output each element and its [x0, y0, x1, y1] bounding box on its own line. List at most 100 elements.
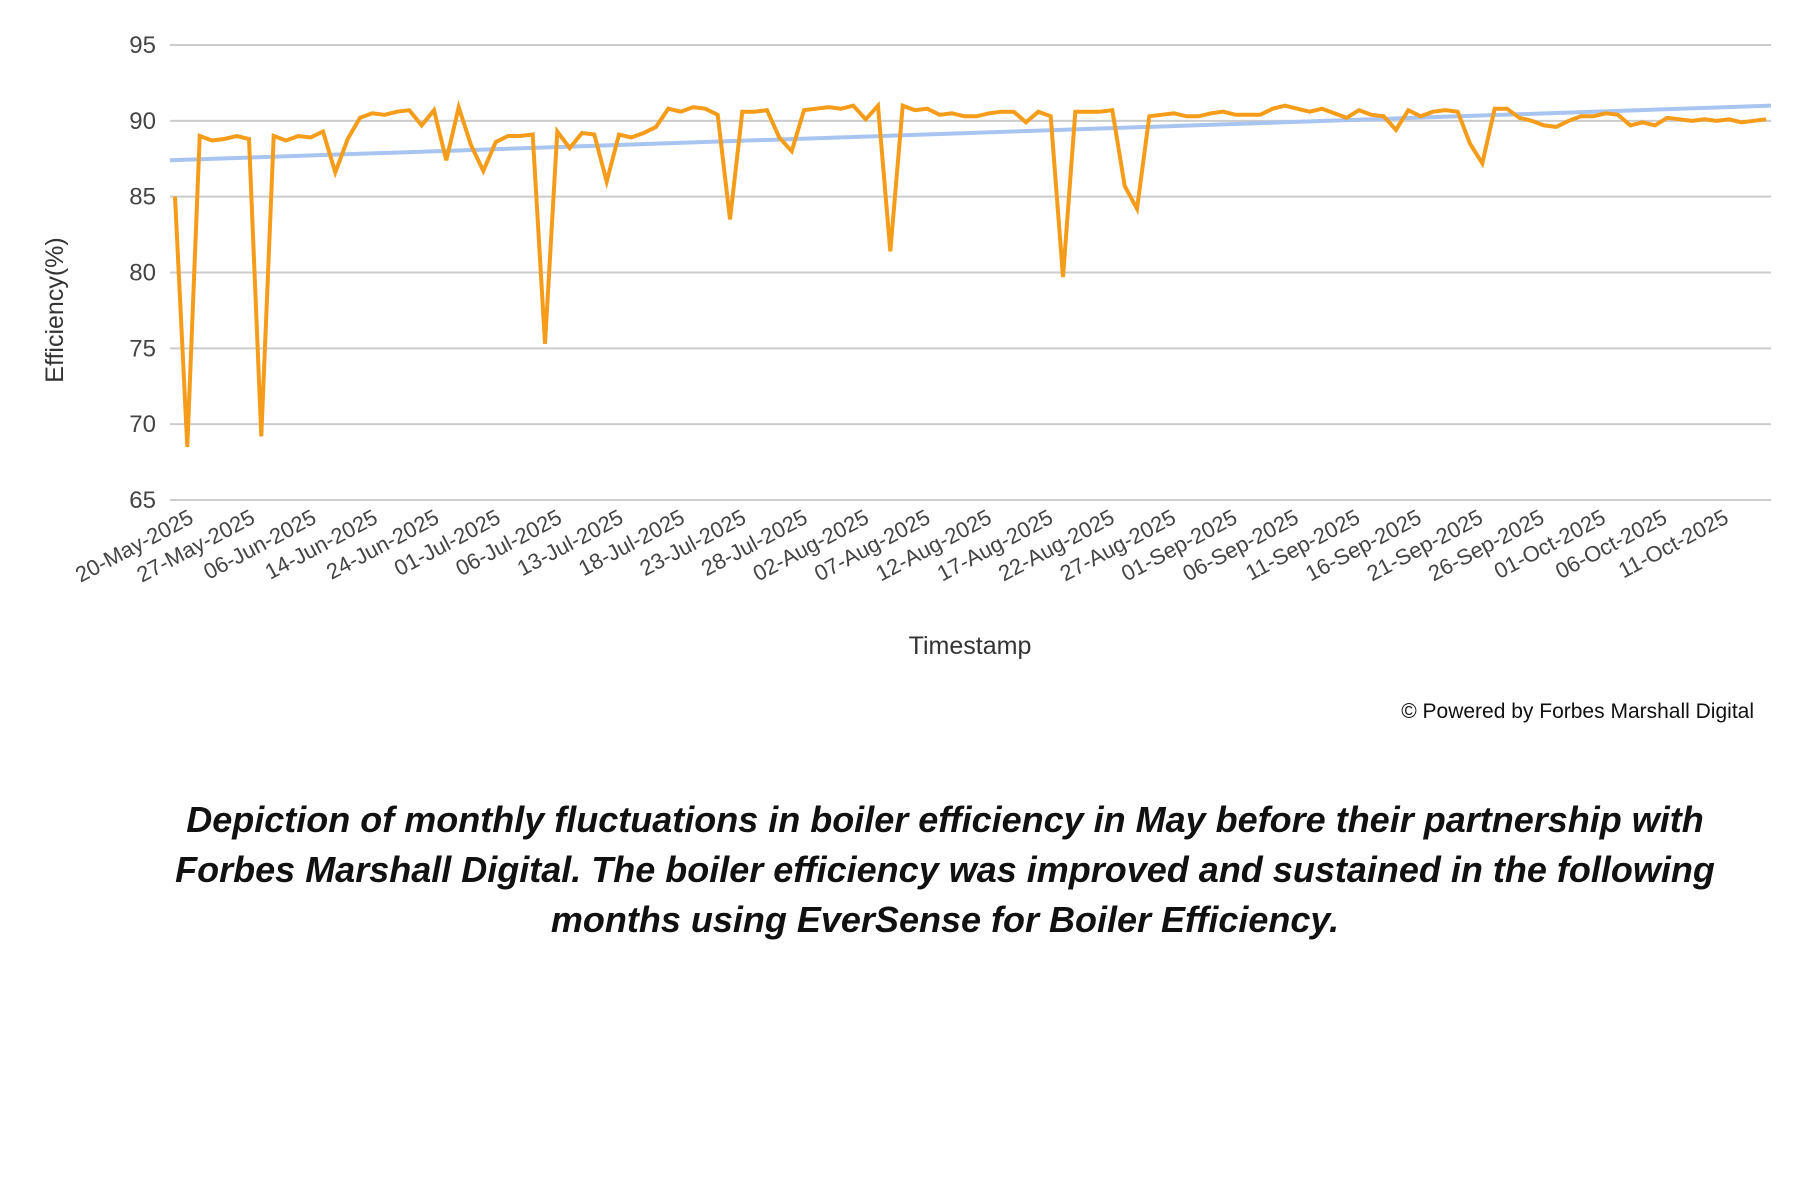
data-point [1444, 109, 1446, 111]
data-point [359, 117, 361, 119]
data-point [408, 109, 410, 111]
powered-by-footer: © Powered by Forbes Marshall Digital [1401, 700, 1754, 723]
data-point [581, 132, 583, 134]
data-point [976, 115, 978, 117]
data-point [1000, 111, 1002, 113]
x-axis-ticks: 20-May-202527-May-202506-Jun-202514-Jun-… [71, 504, 1732, 587]
efficiency-series-line [173, 99, 1767, 447]
data-point [371, 112, 373, 114]
data-point [1025, 121, 1027, 123]
data-point [1691, 120, 1693, 122]
data-point [791, 150, 793, 152]
data-point [519, 135, 521, 137]
trendline [169, 103, 1772, 163]
y-tick-label: 70 [129, 411, 156, 438]
data-point [741, 111, 743, 113]
data-point [1531, 120, 1533, 122]
y-axis-title: Efficiency(%) [41, 237, 69, 382]
data-point [926, 108, 928, 110]
data-point [310, 137, 312, 139]
data-point [655, 126, 657, 128]
data-point [606, 181, 608, 182]
data-point [889, 250, 891, 252]
data-point [630, 137, 632, 139]
data-point [1629, 124, 1631, 126]
data-point [1605, 112, 1607, 114]
data-point [680, 111, 682, 113]
data-point [1407, 109, 1409, 111]
data-point [717, 114, 719, 116]
data-point [223, 138, 225, 140]
data-point [852, 105, 854, 107]
data-point [1383, 115, 1385, 117]
data-point [1420, 115, 1422, 117]
data-point [766, 109, 768, 111]
data-point [458, 106, 460, 108]
data-point [1346, 117, 1348, 119]
data-point [1543, 124, 1545, 126]
data-point [729, 218, 731, 220]
data-point [495, 141, 497, 143]
data-point [593, 133, 595, 135]
data-point [1309, 111, 1311, 113]
data-point [1703, 118, 1705, 120]
data-point [199, 135, 201, 137]
data-point [1235, 114, 1237, 116]
data-point [445, 159, 447, 161]
data-point [1753, 120, 1755, 122]
data-point [1074, 111, 1076, 113]
data-point [1050, 115, 1052, 117]
data-point [273, 135, 275, 137]
data-point [1099, 111, 1101, 113]
data-point [384, 114, 386, 116]
data-point [1333, 112, 1335, 114]
data-point [1654, 124, 1656, 126]
data-point [1432, 111, 1434, 113]
data-point [1198, 115, 1200, 117]
data-point [1111, 109, 1113, 111]
data-point [1148, 115, 1150, 117]
data-point [1469, 143, 1471, 145]
data-point [939, 114, 941, 116]
data-point [1370, 114, 1372, 116]
data-point [569, 147, 571, 149]
data-point [618, 133, 620, 135]
data-point [1321, 108, 1323, 110]
data-point [1617, 114, 1619, 116]
data-point [470, 144, 472, 146]
y-tick-label: 85 [129, 184, 156, 211]
data-point [704, 108, 706, 110]
data-point [544, 343, 546, 345]
data-point [1666, 117, 1668, 119]
data-point [1272, 108, 1274, 110]
data-point [1296, 108, 1298, 110]
data-point [1481, 162, 1483, 164]
data-point [421, 124, 423, 126]
data-point [433, 109, 435, 111]
data-point [1506, 108, 1508, 110]
data-points [174, 105, 1767, 448]
data-point [692, 106, 694, 108]
data-point [507, 135, 509, 137]
data-point [1679, 118, 1681, 120]
data-point [667, 108, 669, 110]
data-point [643, 132, 645, 134]
data-point [1457, 111, 1459, 113]
data-point [1210, 112, 1212, 114]
data-point [1173, 112, 1175, 114]
data-point [248, 138, 250, 140]
data-point [334, 171, 336, 173]
data-point [877, 105, 879, 107]
data-point [1087, 111, 1089, 113]
data-point [1259, 114, 1261, 116]
data-point [914, 109, 916, 111]
y-axis-ticks: 65 70 75 80 85 90 95 [129, 32, 156, 514]
data-point [754, 111, 756, 113]
data-point [1765, 118, 1767, 120]
data-point [988, 112, 990, 114]
data-point [1518, 117, 1520, 119]
data-point [322, 130, 324, 132]
data-point [1136, 208, 1138, 210]
y-tick-label: 75 [129, 335, 156, 362]
